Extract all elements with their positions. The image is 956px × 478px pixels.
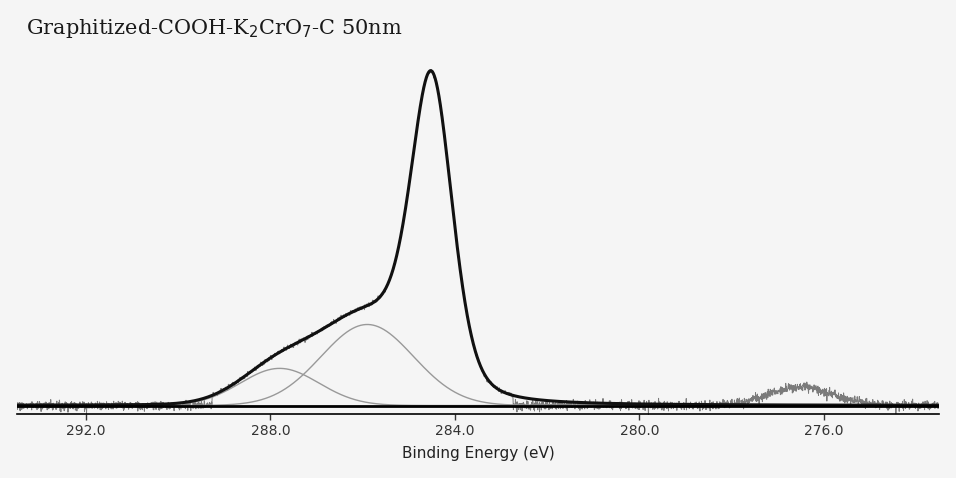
- X-axis label: Binding Energy (eV): Binding Energy (eV): [402, 446, 554, 461]
- Text: Graphitized-COOH-K$_2$CrO$_7$-C 50nm: Graphitized-COOH-K$_2$CrO$_7$-C 50nm: [26, 17, 402, 40]
